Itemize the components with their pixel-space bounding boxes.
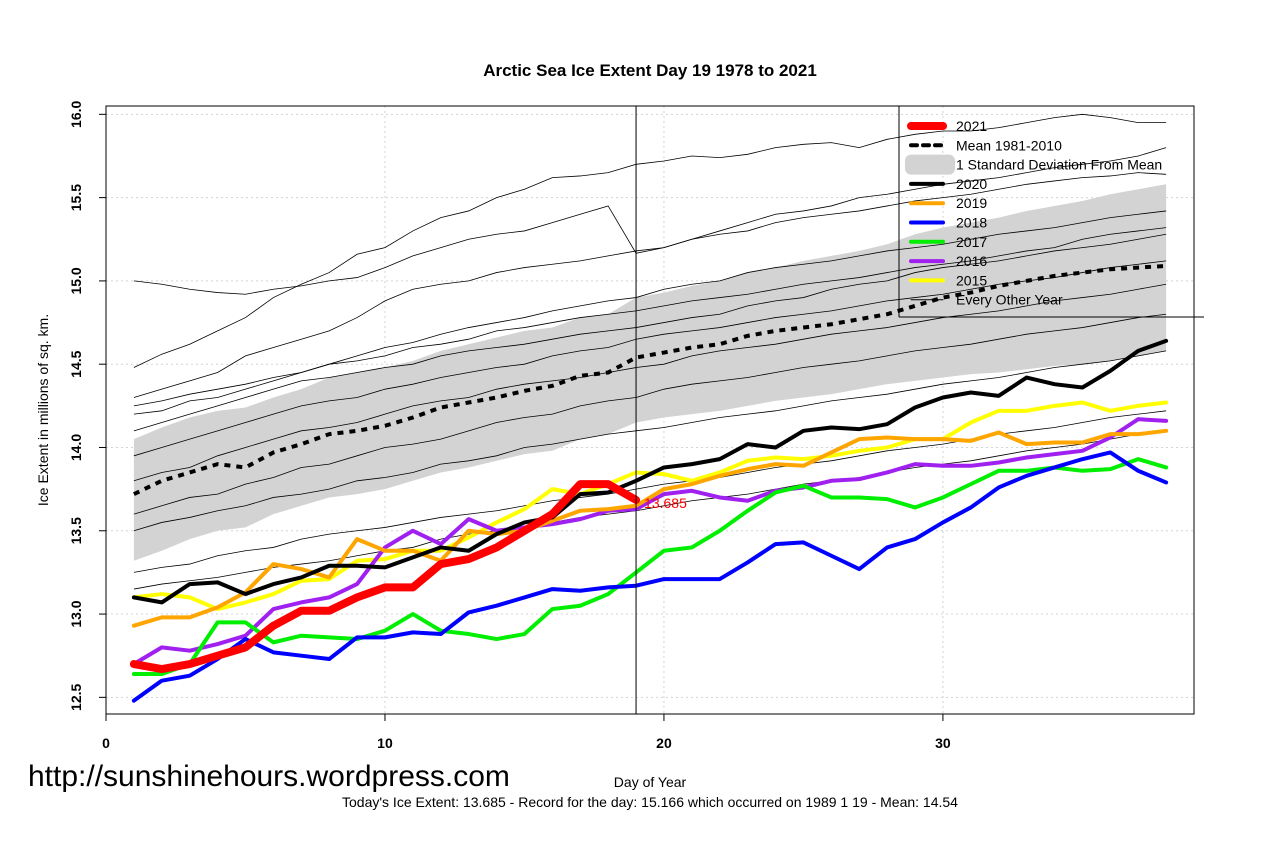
x-tick-label: 10 <box>377 735 393 751</box>
legend-label-5: 2018 <box>956 215 987 231</box>
mean-line <box>133 263 1167 496</box>
x-tick-label: 30 <box>935 735 951 751</box>
plot-area: 13.685 0 10 20 30 12.5 13.0 13.5 14.0 14.5 15.0 15.… <box>68 100 1195 751</box>
watermark-url: http://sunshinehours.wordpress.com <box>28 760 510 793</box>
chart-title: Arctic Sea Ice Extent Day 19 1978 to 202… <box>483 61 817 80</box>
other-year-line-10 <box>133 233 1167 432</box>
legend-label-1: Mean 1981-2010 <box>956 137 1062 153</box>
legend-swatch-2 <box>905 154 955 175</box>
series-line-2020 <box>131 338 1169 605</box>
legend-label-8: 2015 <box>956 272 987 288</box>
legend: 2021 Mean 1981-2010 1 Standard Deviation F… <box>898 106 1204 318</box>
series-line-2017 <box>131 457 1169 677</box>
legend-label-0: 2021 <box>956 118 987 134</box>
x-tick-label: 0 <box>102 735 110 751</box>
y-tick-label: 15.5 <box>68 184 84 211</box>
y-tick-label: 16.0 <box>68 100 84 127</box>
legend-label-3: 2020 <box>956 176 987 192</box>
other-year-line-6 <box>133 313 1167 515</box>
plot-frame <box>105 105 1195 715</box>
legend-label-7: 2016 <box>956 253 987 269</box>
other-year-line-11 <box>133 227 1167 407</box>
legend-label-4: 2019 <box>956 195 987 211</box>
x-axis-label: Day of Year <box>614 774 687 790</box>
other-year-line-7 <box>133 350 1167 532</box>
footer-note: Today's Ice Extent: 13.685 - Record for … <box>342 794 958 810</box>
other-year-line-2 <box>133 172 1167 398</box>
y-tick-label: 14.0 <box>68 434 84 461</box>
y-tick-label: 12.5 <box>68 684 84 711</box>
legend-label-6: 2017 <box>956 234 987 250</box>
legend-label-9: Every Other Year <box>956 292 1063 308</box>
series-line-2018 <box>131 450 1169 703</box>
y-axis-label: Ice Extent in millions of sq. km. <box>35 314 51 506</box>
series-line-2019 <box>131 428 1169 628</box>
other-year-line-1 <box>133 147 1167 295</box>
y-tick-label: 14.5 <box>68 350 84 377</box>
y-tick-label: 13.0 <box>68 600 84 627</box>
y-tick-label: 13.5 <box>68 517 84 544</box>
current-value-label: 13.685 <box>644 495 687 511</box>
other-year-line-9 <box>133 430 1167 590</box>
other-year-line-5 <box>133 283 1167 482</box>
series-line-2021 <box>129 480 641 674</box>
sd-band <box>133 184 1167 561</box>
x-tick-label: 20 <box>656 735 672 751</box>
other-year-line-0 <box>133 113 1167 368</box>
legend-label-2: 1 Standard Deviation From Mean <box>956 157 1162 173</box>
series-line-2016 <box>131 417 1169 667</box>
y-tick-label: 15.0 <box>68 267 84 294</box>
